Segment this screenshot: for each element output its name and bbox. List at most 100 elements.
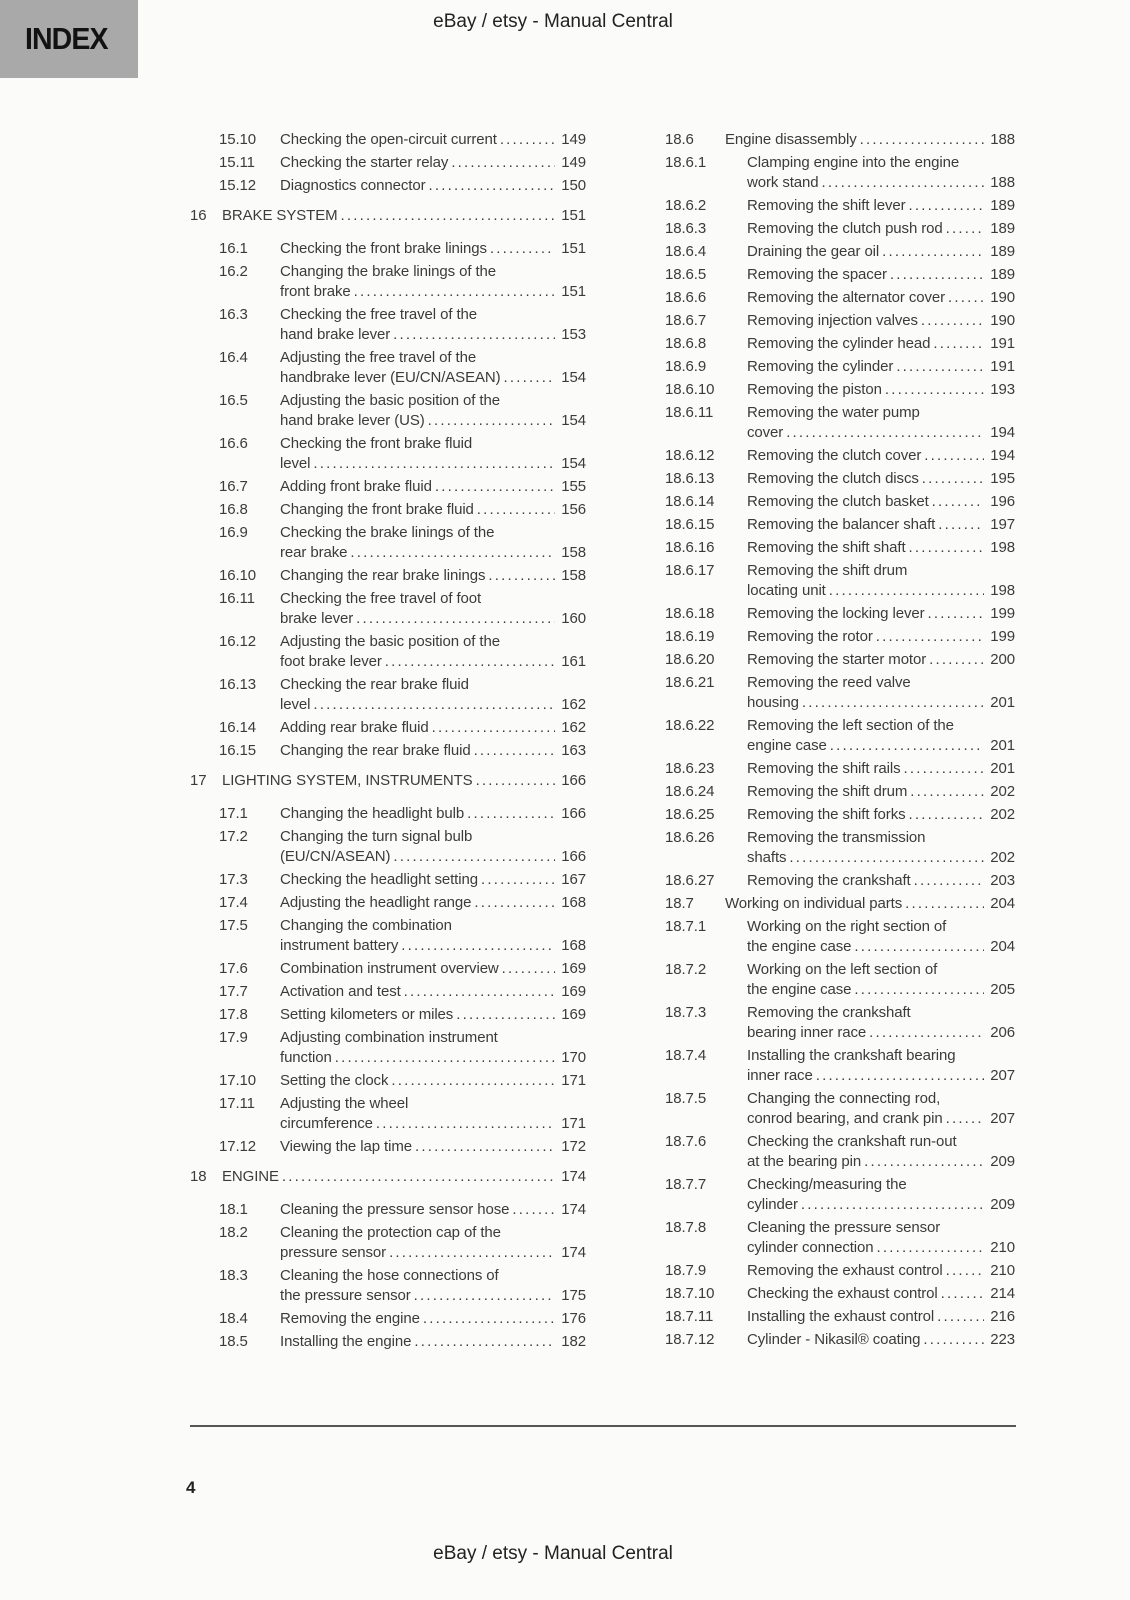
toc-entry-title-line: cover [747,424,784,441]
toc-entry-number: 18.6.25 [665,806,715,823]
toc-entry-number: 17.2 [219,828,248,845]
toc-entry-lastline: Checking the headlight setting 167 [280,870,586,890]
toc-entry-page: 190 [990,289,1015,306]
dot-leader [335,1048,556,1068]
toc-entry-body: Activation and test 169 [280,982,586,1002]
dot-leader [816,1066,985,1086]
toc-entry: 17.9 Adjusting combination instrument func… [190,1028,586,1068]
dot-leader [341,206,556,226]
toc-entry-body: Removing the balancer shaft 197 [747,515,1015,535]
toc-entry: 18.7.8 Cleaning the pressure sensor cylind… [665,1218,1015,1258]
toc-entry-title-line: Clamping engine into the engine [747,154,960,171]
toc-entry: 18.6.20 Removing the starter motor 200 [665,650,1015,670]
toc-entry-page: 189 [990,197,1015,214]
toc-entry-lastline: Removing the shift drum 202 [747,782,1015,802]
toc-entry-body: Removing the transmission shafts 202 [747,828,1015,868]
toc-entry-number: 18.6.10 [665,381,715,398]
toc-entry-page: 162 [561,719,586,736]
toc-entry-number: 18.5 [219,1333,248,1350]
toc-entry: 18.6.17 Removing the shift drum locating u… [665,561,1015,601]
toc-entry-lastline: foot brake lever 161 [280,652,586,672]
toc-entry: 18.6.18 Removing the locking lever 199 [665,604,1015,624]
toc-entry-number: 17.5 [219,917,248,934]
toc-entry-body: Removing the clutch push rod 189 [747,219,1015,239]
toc-entry-page: 204 [990,938,1015,955]
toc-entry: 18.4 Removing the engine 176 [190,1309,586,1329]
toc-entry-number: 17.10 [219,1072,257,1089]
toc-entry-page: 204 [990,895,1015,912]
footer-divider-line [190,1425,1016,1427]
toc-entry: 16.9 Checking the brake linings of the rea… [190,523,586,563]
toc-entry: 18.6.5 Removing the spacer 189 [665,265,1015,285]
toc-entry-body: Adding front brake fluid 155 [280,477,586,497]
dot-leader [869,1023,984,1043]
toc-entry-page: 190 [990,312,1015,329]
dot-leader [882,242,984,262]
toc-entry-number: 16.4 [219,349,248,366]
toc-entry-body: Cleaning the pressure sensor hose 174 [280,1200,586,1220]
toc-entry-title-line: Removing the exhaust control [747,1262,943,1279]
dot-leader [802,693,984,713]
toc-entry: 18.7.6 Checking the crankshaft run-out at … [665,1132,1015,1172]
dot-leader [910,782,984,802]
dot-leader [946,1109,985,1129]
toc-entry-title-line: Working on individual parts [725,895,903,912]
dot-leader [313,454,555,474]
dot-leader [890,265,984,285]
toc-entry-lastline: the pressure sensor 175 [280,1286,586,1306]
toc-entry-body: Checking the front brake linings 151 [280,239,586,259]
toc-entry-page: 149 [561,154,586,171]
toc-entry-title-line: Adding rear brake fluid [280,719,429,736]
toc-entry-page: 171 [561,1115,586,1132]
dot-leader [451,153,555,173]
toc-entry-lastline: Removing the clutch cover 194 [747,446,1015,466]
toc-entry-page: 188 [990,174,1015,191]
toc-entry: 18.6.3 Removing the clutch push rod 189 [665,219,1015,239]
toc-entry-body: Removing the locking lever 199 [747,604,1015,624]
toc-entry-lastline: Checking the starter relay 149 [280,153,586,173]
toc-entry-body: Removing the shift shaft 198 [747,538,1015,558]
toc-entry-lastline: rear brake 158 [280,543,586,563]
toc-entry-title-line: Changing the brake linings of the [280,263,497,280]
toc-entry-lastline: BRAKE SYSTEM 151 [222,206,586,226]
toc-entry-title-line: Checking the front brake fluid [280,435,473,452]
toc-entry-page: 163 [561,742,586,759]
toc-entry-page: 168 [561,894,586,911]
toc-entry-lastline: Removing the clutch push rod 189 [747,219,1015,239]
toc-entry: 18.6.22 Removing the left section of the e… [665,716,1015,756]
toc-entry-body: LIGHTING SYSTEM, INSTRUMENTS 166 [222,771,586,791]
toc-entry-lastline: Setting kilometers or miles 169 [280,1005,586,1025]
toc-entry-title-line: Removing the shift rails [747,760,901,777]
toc-entry-body: Changing the turn signal bulb (EU/CN/ASEA… [280,827,586,867]
toc-entry-body: Checking the front brake fluid level 154 [280,434,586,474]
toc-entry-page: 209 [990,1196,1015,1213]
toc-entry-body: Checking the free travel of foot brake le… [280,589,586,629]
toc-entry-number: 18.7.7 [665,1176,707,1193]
toc-entry-page: 191 [990,358,1015,375]
toc-entry-page: 156 [561,501,586,518]
toc-entry: 18.6.23 Removing the shift rails 201 [665,759,1015,779]
toc-entry-body: Changing the headlight bulb 166 [280,804,586,824]
toc-entry-page: 154 [561,369,586,386]
dot-leader [946,219,985,239]
toc-entry-page: 174 [561,1201,586,1218]
toc-entry: 17.1 Changing the headlight bulb 166 [190,804,586,824]
toc-entry: 18.1 Cleaning the pressure sensor hose 174 [190,1200,586,1220]
toc-entry-number: 18.7.4 [665,1047,707,1064]
toc-entry-title-line: Changing the rear brake linings [280,567,486,584]
toc-entry-title-line: Removing the clutch discs [747,470,919,487]
toc-entry-lastline: bearing inner race 206 [747,1023,1015,1043]
toc-entry: 17.6 Combination instrument overview 169 [190,959,586,979]
toc-entry-page: 162 [561,696,586,713]
toc-entry-body: Cleaning the hose connections of the pres… [280,1266,586,1306]
toc-entry-title-line: Checking the starter relay [280,154,449,171]
toc-entry-page: 172 [561,1138,586,1155]
dot-leader [854,980,984,1000]
toc-entry-number: 16.10 [219,567,257,584]
toc-entry-title-line: locating unit [747,582,826,599]
dot-leader [909,196,985,216]
toc-entry-body: Draining the gear oil 189 [747,242,1015,262]
toc-entry-body: Removing the clutch basket 196 [747,492,1015,512]
toc-entry-body: Removing the exhaust control 210 [747,1261,1015,1281]
toc-entry-lastline: ENGINE 174 [222,1167,586,1187]
